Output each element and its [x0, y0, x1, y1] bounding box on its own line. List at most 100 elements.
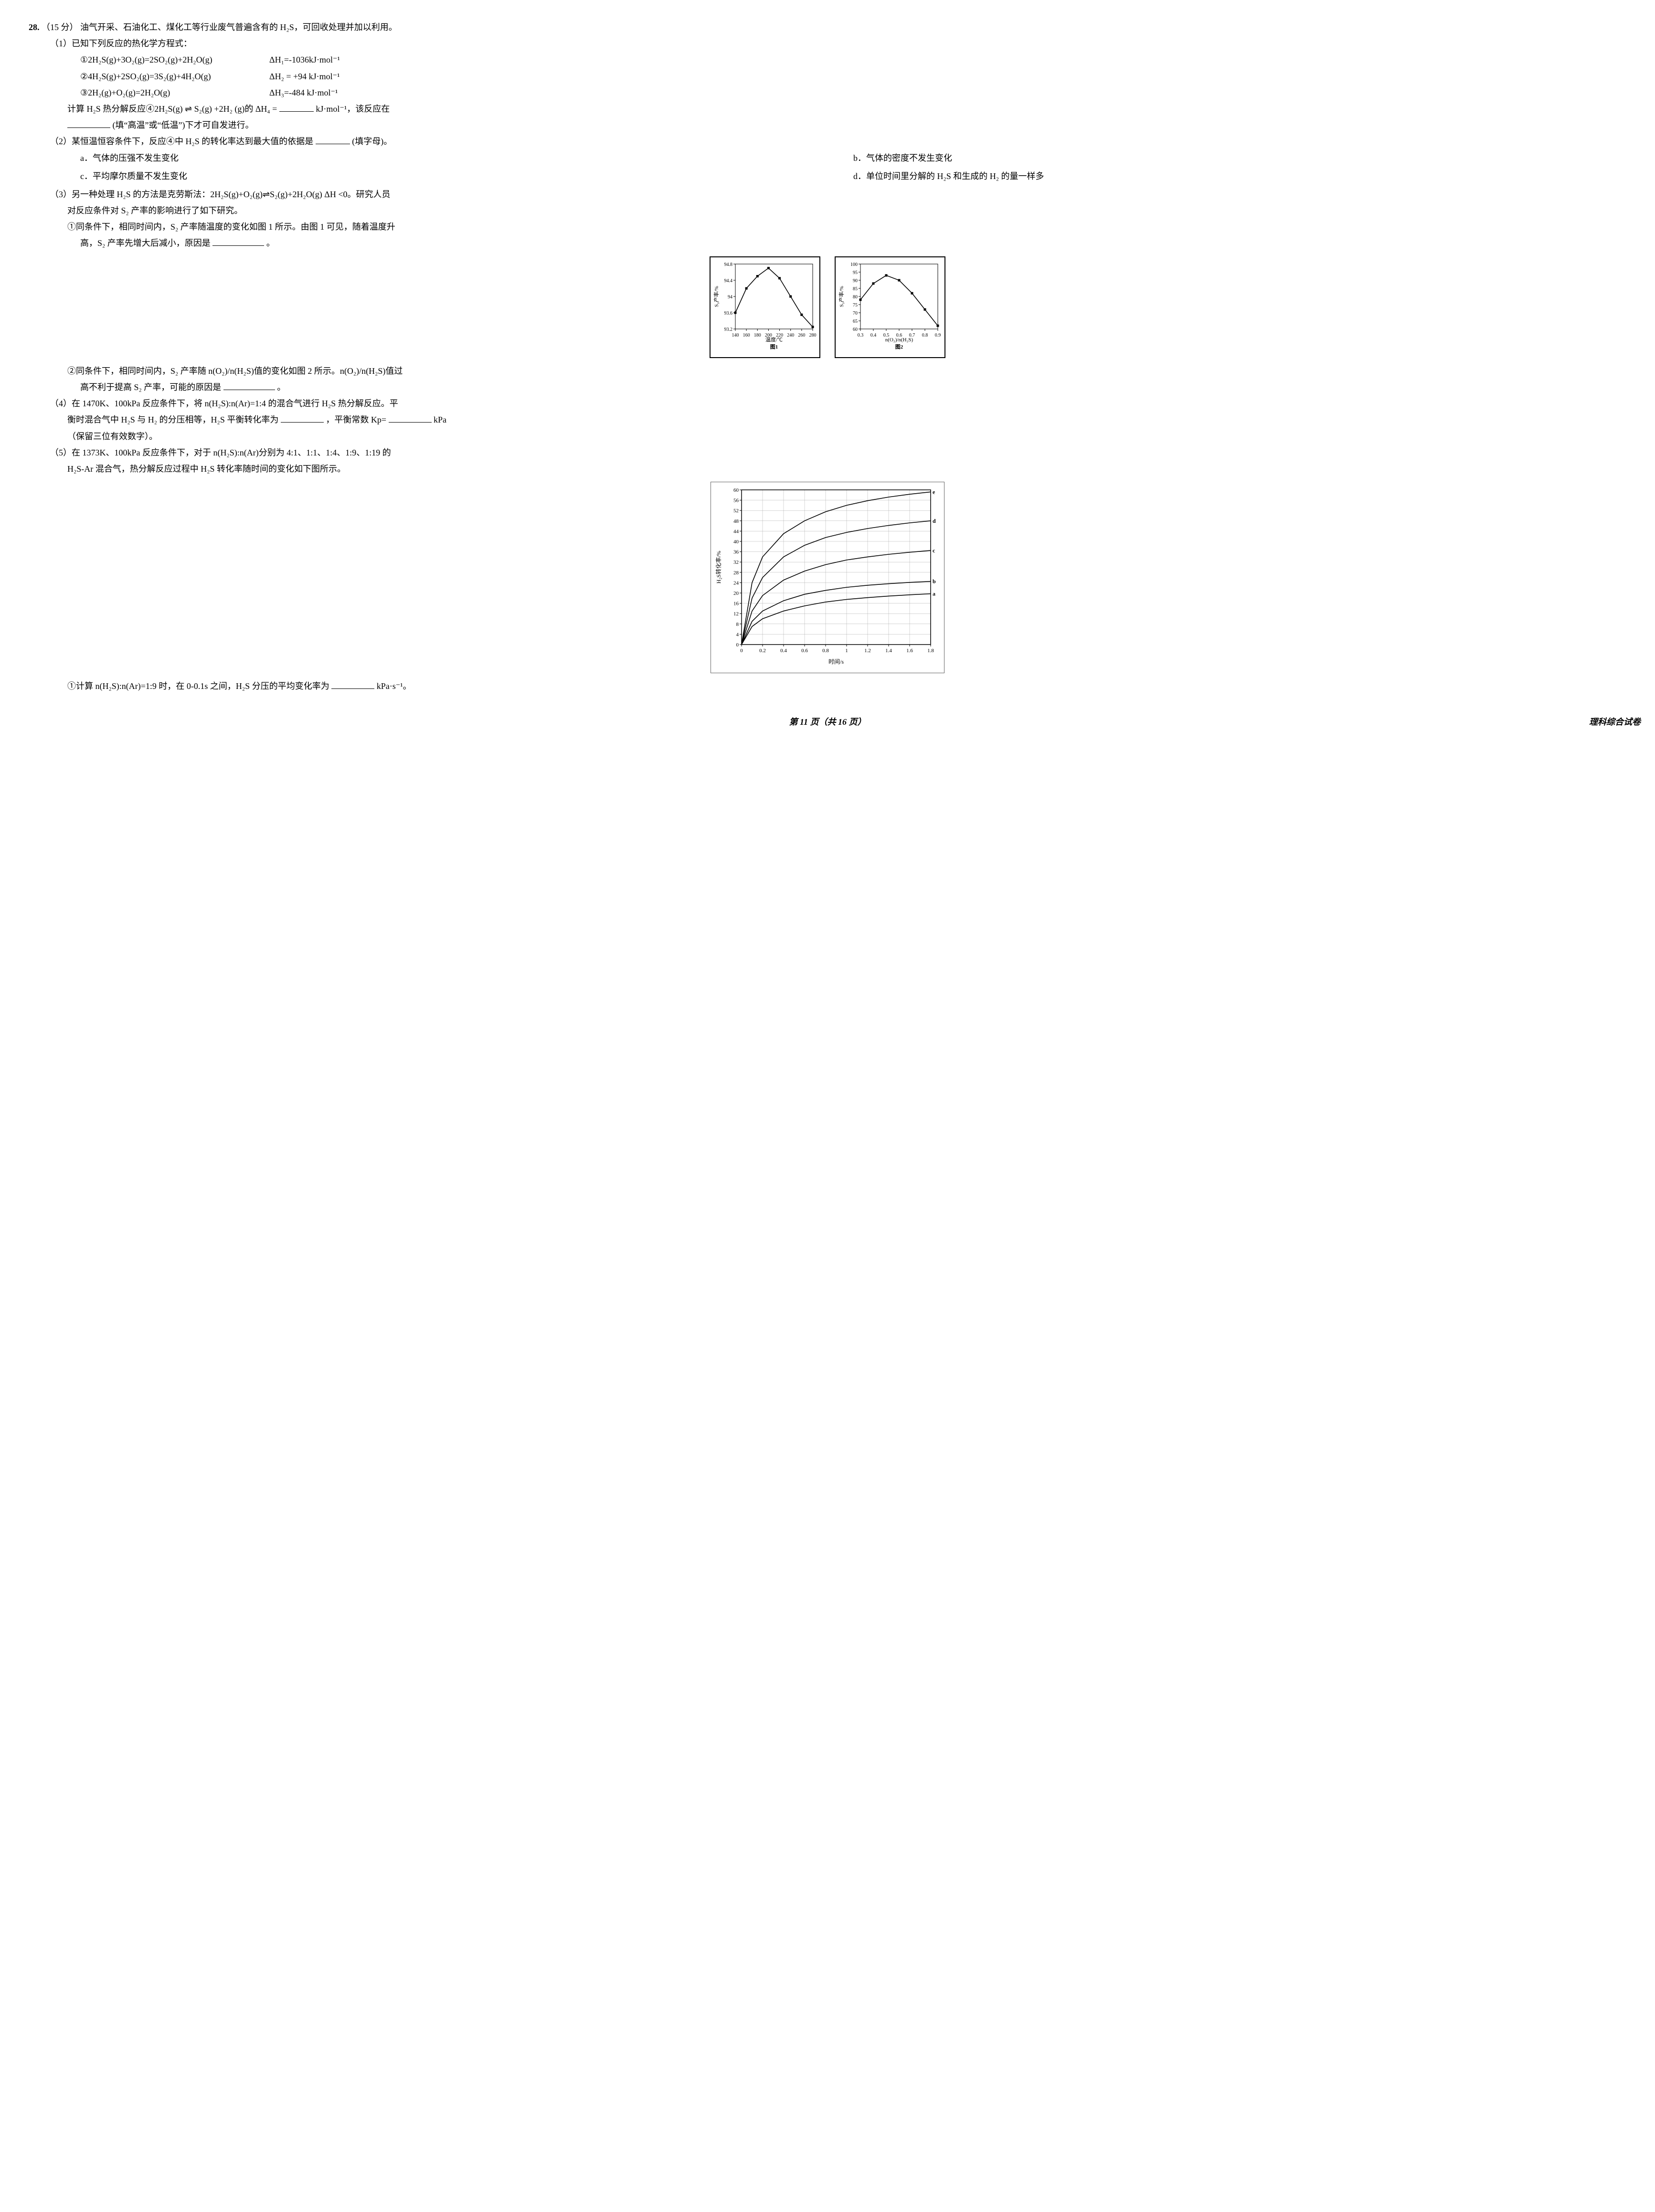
- svg-text:52: 52: [733, 508, 739, 514]
- svg-text:S₂产率/%: S₂产率/%: [838, 286, 845, 307]
- svg-text:8: 8: [736, 622, 739, 627]
- svg-text:20: 20: [733, 591, 739, 596]
- svg-text:0.8: 0.8: [922, 333, 928, 338]
- part-1-label: （1）已知下列反应的热化学方程式：: [50, 35, 1626, 52]
- svg-text:0.6: 0.6: [801, 648, 808, 654]
- svg-text:80: 80: [853, 295, 858, 300]
- svg-text:S₂产率/%: S₂产率/%: [713, 286, 720, 307]
- eq-3: ③2H₂(g)+O₂(g)=2H₂O(g) ΔH₃=-484 kJ·mol⁻¹: [80, 85, 1626, 101]
- svg-text:140: 140: [732, 333, 739, 338]
- fig2-svg: 0.30.40.50.60.70.80.96065707580859095100…: [838, 259, 943, 350]
- figure-3: 00.20.40.60.811.21.41.61.804812162024283…: [711, 482, 944, 673]
- figures-1-2: 14016018020022024026028093.293.69494.494…: [29, 256, 1626, 358]
- eq-2: ②4H₂S(g)+2SO₂(g)=3S₂(g)+4H₂O(g) ΔH₂ = +9…: [80, 68, 1626, 85]
- svg-text:93.2: 93.2: [724, 327, 733, 332]
- svg-text:0.2: 0.2: [759, 648, 766, 654]
- svg-text:94.4: 94.4: [724, 278, 733, 284]
- eq-1-right: ΔH₁=-1036kJ·mol⁻¹: [269, 52, 340, 68]
- svg-text:90: 90: [853, 278, 858, 284]
- blank-temp[interactable]: [67, 118, 110, 128]
- question-points: （15 分）: [42, 22, 78, 32]
- svg-text:28: 28: [733, 570, 739, 576]
- svg-text:44: 44: [733, 529, 739, 535]
- blank-p3-2[interactable]: [223, 380, 275, 390]
- page-footer: 第 11 页（共 16 页） 理科综合试卷: [29, 714, 1626, 730]
- p5-s1a: ①计算 n(H₂S):n(Ar)=1:9 时，在 0-0.1s 之间，H₂S 分…: [67, 681, 329, 691]
- eq-1: ①2H₂S(g)+3O₂(g)=2SO₂(g)+2H₂O(g) ΔH₁=-103…: [80, 52, 1626, 68]
- svg-text:H₂S转化率/%: H₂S转化率/%: [715, 551, 722, 584]
- eq-1-left: ①2H₂S(g)+3O₂(g)=2SO₂(g)+2H₂O(g): [80, 52, 269, 68]
- fig3-svg: 00.20.40.60.811.21.41.61.804812162024283…: [713, 484, 942, 666]
- svg-text:260: 260: [798, 333, 805, 338]
- blank-p4-alpha[interactable]: [281, 413, 324, 423]
- p4-b3: kPa: [434, 415, 446, 424]
- blank-p5[interactable]: [331, 679, 374, 689]
- svg-text:图2: 图2: [895, 344, 903, 350]
- svg-text:240: 240: [787, 333, 794, 338]
- svg-text:85: 85: [853, 286, 858, 292]
- svg-text:0: 0: [740, 648, 743, 654]
- part-3-s2b: 高不利于提高 S₂ 产率，可能的原因是 。: [80, 379, 1626, 395]
- svg-text:0: 0: [736, 642, 739, 648]
- blank-p4-kp[interactable]: [389, 413, 432, 423]
- part-2-options: a．气体的压强不发生变化 b．气体的密度不发生变化 c．平均摩尔质量不发生变化 …: [80, 150, 1626, 186]
- p4-b2: ，平衡常数 Kp=: [326, 415, 386, 424]
- p2-label: （2）某恒温恒容条件下，反应④中 H₂S 的转化率达到最大值的依据是: [50, 137, 313, 146]
- svg-text:1.8: 1.8: [927, 648, 934, 654]
- eq-2-right: ΔH₂ = +94 kJ·mol⁻¹: [269, 68, 340, 85]
- svg-text:0.4: 0.4: [870, 333, 877, 338]
- part-3b: 对反应条件对 S₂ 产率的影响进行了如下研究。: [67, 202, 1626, 219]
- eq-2-left: ②4H₂S(g)+2SO₂(g)=3S₂(g)+4H₂O(g): [80, 68, 269, 85]
- question-stem: 油气开采、石油化工、煤化工等行业废气普遍含有的 H₂S，可回收处理并加以利用。: [80, 22, 397, 32]
- svg-text:70: 70: [853, 311, 858, 316]
- p3-s1c: 。: [266, 238, 275, 248]
- svg-text:60: 60: [733, 487, 739, 493]
- svg-text:94.8: 94.8: [724, 262, 733, 267]
- svg-text:e: e: [933, 488, 935, 495]
- part-1-tail-1: 计算 H₂S 热分解反应④2H₂S(g) ⇌ S₂(g) +2H₂ (g)的 Δ…: [67, 101, 1626, 117]
- svg-text:280: 280: [809, 333, 817, 338]
- svg-text:40: 40: [733, 539, 739, 545]
- p3-s2c: 。: [277, 382, 286, 392]
- svg-text:b: b: [933, 578, 936, 585]
- part-4c: （保留三位有效数字）。: [67, 428, 1626, 445]
- blank-p3-1[interactable]: [212, 236, 264, 246]
- p1-tail1a: 计算 H₂S 热分解反应④2H₂S(g) ⇌ S₂(g) +2H₂ (g)的 Δ…: [67, 104, 279, 114]
- svg-text:1: 1: [845, 648, 848, 654]
- part-1-tail-2: (填“高温”或“低温”)下才可自发进行。: [67, 117, 1626, 133]
- question-number: 28.: [29, 22, 40, 32]
- svg-text:48: 48: [733, 519, 739, 524]
- part-3a: （3）另一种处理 H₂S 的方法是克劳斯法：2H₂S(g)+O₂(g)⇌S₂(g…: [50, 186, 1626, 202]
- svg-text:4: 4: [736, 632, 739, 638]
- svg-text:180: 180: [754, 333, 761, 338]
- footer-center: 第 11 页（共 16 页）: [789, 717, 866, 727]
- svg-text:160: 160: [743, 333, 750, 338]
- part-4a: （4）在 1470K、100kPa 反应条件下，将 n(H₂S):n(Ar)=1…: [50, 395, 1626, 412]
- blank-dh4[interactable]: [279, 102, 314, 112]
- svg-text:12: 12: [733, 611, 739, 617]
- blank-p2[interactable]: [316, 135, 350, 145]
- svg-text:0.3: 0.3: [858, 333, 864, 338]
- part-2: （2）某恒温恒容条件下，反应④中 H₂S 的转化率达到最大值的依据是 (填字母)…: [50, 133, 1626, 149]
- part-3-s2a: ②同条件下，相同时间内，S₂ 产率随 n(O₂)/n(H₂S)值的变化如图 2 …: [67, 363, 1626, 379]
- svg-text:温度/℃: 温度/℃: [765, 336, 783, 343]
- svg-text:65: 65: [853, 319, 858, 324]
- footer-right: 理科综合试卷: [1589, 714, 1641, 730]
- eq-3-left: ③2H₂(g)+O₂(g)=2H₂O(g): [80, 85, 269, 101]
- svg-text:n(O₂)/n(H₂S): n(O₂)/n(H₂S): [885, 337, 913, 343]
- svg-text:1.6: 1.6: [906, 648, 913, 654]
- svg-text:c: c: [933, 547, 935, 554]
- svg-text:32: 32: [733, 560, 739, 565]
- svg-text:16: 16: [733, 601, 739, 607]
- part-5a: （5）在 1373K、100kPa 反应条件下，对于 n(H₂S):n(Ar)分…: [50, 445, 1626, 461]
- svg-text:0.4: 0.4: [780, 648, 787, 654]
- svg-text:1.2: 1.2: [864, 648, 871, 654]
- part-4b: 衡时混合气中 H₂S 与 H₂ 的分压相等，H₂S 平衡转化率为 ，平衡常数 K…: [67, 412, 1626, 428]
- part-5-s1: ①计算 n(H₂S):n(Ar)=1:9 时，在 0-0.1s 之间，H₂S 分…: [67, 678, 1626, 694]
- p2-tail: (填字母)。: [352, 137, 392, 146]
- figure-3-wrap: 00.20.40.60.811.21.41.61.804812162024283…: [29, 482, 1626, 673]
- svg-text:0.8: 0.8: [822, 648, 829, 654]
- svg-text:1.4: 1.4: [885, 648, 892, 654]
- p4-b1: 衡时混合气中 H₂S 与 H₂ 的分压相等，H₂S 平衡转化率为: [67, 415, 278, 424]
- svg-text:36: 36: [733, 550, 739, 555]
